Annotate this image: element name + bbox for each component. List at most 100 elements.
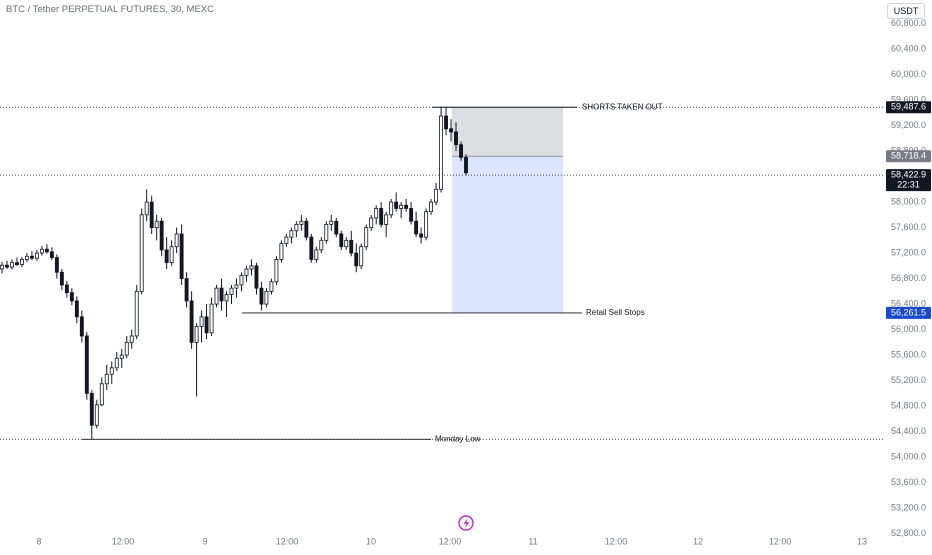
candle-body[interactable] <box>109 367 114 375</box>
candle-body[interactable] <box>329 220 334 225</box>
candle-body[interactable] <box>389 201 394 216</box>
candle-body[interactable] <box>159 220 164 251</box>
candle-body[interactable] <box>459 144 463 158</box>
candle-body[interactable] <box>254 265 259 289</box>
candle-body[interactable] <box>419 233 424 238</box>
candle-body[interactable] <box>209 303 214 334</box>
candle-body[interactable] <box>79 316 84 337</box>
candle-body[interactable] <box>169 246 174 264</box>
candle-body[interactable] <box>369 217 374 228</box>
candle-body[interactable] <box>114 357 119 369</box>
candle-body[interactable] <box>179 233 184 279</box>
candle-body[interactable] <box>269 281 274 292</box>
candle-body[interactable] <box>74 300 79 318</box>
candle-body[interactable] <box>334 220 339 235</box>
candle-body[interactable] <box>184 278 189 302</box>
candle-body[interactable] <box>339 233 344 248</box>
candle-body[interactable] <box>394 201 399 209</box>
candle-body[interactable] <box>134 290 139 337</box>
candle-body[interactable] <box>149 201 154 228</box>
candle-body[interactable] <box>29 255 34 259</box>
candle-body[interactable] <box>229 287 234 295</box>
candle-body[interactable] <box>239 275 244 286</box>
candle-body[interactable] <box>20 259 24 265</box>
candle-body[interactable] <box>309 236 314 260</box>
candle-body[interactable] <box>204 316 209 334</box>
candle-body[interactable] <box>434 188 439 203</box>
candle-body[interactable] <box>99 383 104 406</box>
candle-body[interactable] <box>0 264 4 270</box>
candle-body[interactable] <box>359 246 364 267</box>
candle-body[interactable] <box>374 208 379 219</box>
candle-body[interactable] <box>344 239 349 248</box>
candle-body[interactable] <box>234 284 239 289</box>
candle-body[interactable] <box>44 248 49 253</box>
stop-loss-zone[interactable] <box>452 107 563 157</box>
candle-body[interactable] <box>284 236 289 244</box>
price-axis[interactable] <box>885 0 932 550</box>
candle-body[interactable] <box>304 220 309 238</box>
candle-body[interactable] <box>194 326 199 343</box>
candle-body[interactable] <box>164 249 169 264</box>
candle-body[interactable] <box>464 157 468 174</box>
candle-body[interactable] <box>404 204 409 209</box>
candle-body[interactable] <box>199 316 204 327</box>
candle-body[interactable] <box>354 252 359 267</box>
candle-body[interactable] <box>69 292 74 302</box>
candle-body[interactable] <box>454 131 458 146</box>
candle-body[interactable] <box>24 255 29 260</box>
candle-body[interactable] <box>319 239 324 251</box>
candle-body[interactable] <box>424 211 429 238</box>
currency-selector[interactable]: USDT <box>887 3 925 19</box>
candle-body[interactable] <box>379 208 384 225</box>
candle-body[interactable] <box>59 271 64 286</box>
candle-body[interactable] <box>259 287 264 305</box>
candle-body[interactable] <box>49 251 54 258</box>
candle-body[interactable] <box>84 335 89 394</box>
candle-body[interactable] <box>264 290 269 305</box>
candle-body[interactable] <box>154 220 159 228</box>
candle-body[interactable] <box>89 392 94 426</box>
candle-body[interactable] <box>224 294 229 302</box>
candle-body[interactable] <box>219 287 224 302</box>
candle-body[interactable] <box>414 220 419 235</box>
candle-body[interactable] <box>144 201 149 216</box>
candle-body[interactable] <box>15 262 19 265</box>
candle-body[interactable] <box>10 262 14 268</box>
candle-body[interactable] <box>289 230 294 238</box>
candle-body[interactable] <box>54 257 59 273</box>
candle-body[interactable] <box>244 268 249 276</box>
candle-body[interactable] <box>314 249 319 260</box>
candle-body[interactable] <box>299 220 304 225</box>
candle-body[interactable] <box>274 259 279 283</box>
candle-body[interactable] <box>64 284 69 294</box>
candle-body[interactable] <box>444 115 448 130</box>
candle-body[interactable] <box>409 208 414 222</box>
candle-body[interactable] <box>279 243 284 260</box>
candle-body[interactable] <box>399 204 404 209</box>
candle-body[interactable] <box>104 373 109 385</box>
candle-body[interactable] <box>294 223 299 232</box>
candle-body[interactable] <box>214 287 219 305</box>
candle-body[interactable] <box>349 239 354 254</box>
candle-body[interactable] <box>439 115 444 190</box>
candle-body[interactable] <box>119 354 124 359</box>
candle-body[interactable] <box>174 233 179 248</box>
candle-body[interactable] <box>129 335 134 343</box>
candle-body[interactable] <box>384 214 389 225</box>
event-flash-icon[interactable] <box>458 515 474 531</box>
candle-body[interactable] <box>364 227 369 248</box>
candle-body[interactable] <box>324 223 329 241</box>
candle-body[interactable] <box>94 404 99 426</box>
candle-body[interactable] <box>189 300 194 343</box>
candle-body[interactable] <box>5 264 9 268</box>
candle-body[interactable] <box>39 248 44 254</box>
take-profit-zone[interactable] <box>452 156 563 313</box>
candle-body[interactable] <box>34 252 39 259</box>
candle-body[interactable] <box>124 341 129 356</box>
candle-body[interactable] <box>139 214 144 292</box>
candle-body[interactable] <box>449 128 453 133</box>
candle-body[interactable] <box>249 265 254 270</box>
